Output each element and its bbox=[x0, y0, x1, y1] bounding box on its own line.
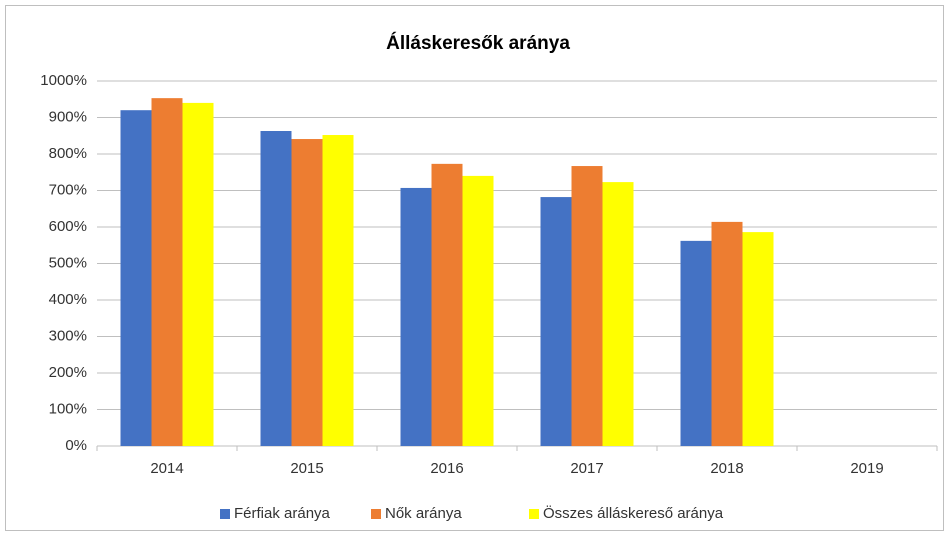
y-tick-label: 200% bbox=[49, 364, 87, 381]
y-tick-label: 400% bbox=[49, 291, 87, 308]
bar bbox=[462, 175, 494, 446]
bar bbox=[291, 139, 323, 446]
x-tick-label: 2018 bbox=[710, 460, 743, 477]
legend-label: Férfiak aránya bbox=[234, 505, 331, 522]
bar bbox=[182, 102, 214, 447]
y-tick-label: 800% bbox=[49, 145, 87, 162]
y-tick-label: 0% bbox=[65, 437, 87, 454]
legend-label: Összes álláskereső aránya bbox=[543, 504, 724, 522]
x-tick-label: 2015 bbox=[290, 460, 323, 477]
x-tick-label: 2014 bbox=[150, 460, 183, 477]
y-tick-label: 300% bbox=[49, 327, 87, 344]
bar bbox=[602, 182, 634, 447]
bar bbox=[120, 110, 152, 446]
legend-label: Nők aránya bbox=[385, 505, 462, 522]
bar bbox=[742, 232, 774, 446]
bar bbox=[260, 131, 292, 446]
y-tick-label: 900% bbox=[49, 108, 87, 125]
x-tick-label: 2016 bbox=[430, 460, 463, 477]
y-tick-label: 700% bbox=[49, 181, 87, 198]
bar bbox=[571, 166, 603, 447]
chart-title: Álláskeresők aránya bbox=[386, 32, 570, 54]
y-tick-label: 500% bbox=[49, 254, 87, 271]
bar bbox=[680, 240, 712, 446]
bar bbox=[400, 187, 432, 446]
bar bbox=[431, 163, 463, 447]
x-tick-label: 2017 bbox=[570, 460, 603, 477]
legend-swatch bbox=[220, 509, 230, 519]
legend-swatch bbox=[529, 509, 539, 519]
y-tick-label: 600% bbox=[49, 218, 87, 235]
bar bbox=[540, 197, 572, 446]
bar bbox=[711, 221, 743, 446]
legend-swatch bbox=[371, 509, 381, 519]
x-tick-label: 2019 bbox=[850, 460, 883, 477]
y-tick-label: 1000% bbox=[40, 72, 87, 89]
bar bbox=[151, 98, 183, 446]
y-tick-label: 100% bbox=[49, 400, 87, 417]
bar bbox=[322, 135, 354, 446]
